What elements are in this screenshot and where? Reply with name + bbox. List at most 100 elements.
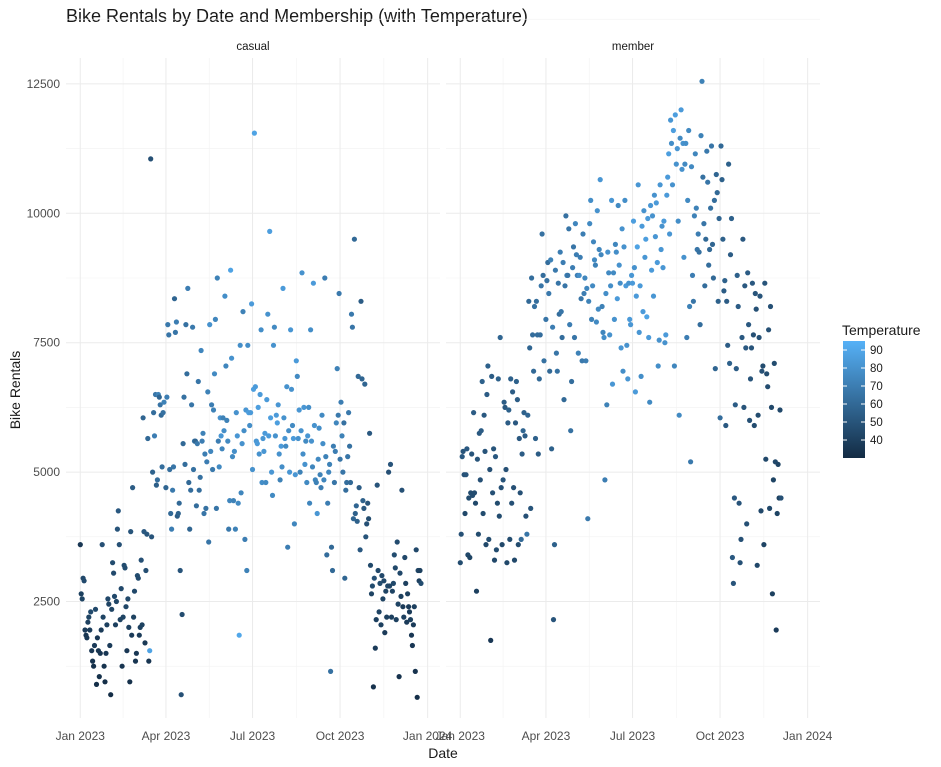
data-point-casual — [234, 433, 240, 439]
data-point-casual — [296, 407, 302, 413]
data-point-member — [767, 505, 773, 511]
data-point-casual — [229, 454, 236, 460]
data-point-casual — [353, 503, 359, 509]
data-point-casual — [129, 632, 135, 638]
data-point-casual — [146, 658, 152, 664]
data-point-casual — [278, 443, 284, 449]
data-point-casual — [314, 510, 320, 517]
data-point-casual — [201, 510, 207, 517]
data-point-casual — [309, 464, 316, 470]
data-point-casual — [288, 327, 294, 333]
data-point-member — [511, 557, 518, 563]
data-point-casual — [356, 485, 362, 491]
data-point-member — [660, 265, 666, 271]
data-point-casual — [114, 526, 120, 532]
data-point-casual — [283, 443, 289, 449]
data-point-member — [463, 472, 469, 478]
data-point-casual — [239, 441, 245, 447]
data-point-casual — [205, 389, 211, 395]
data-point-casual — [245, 342, 251, 348]
data-point-member — [749, 280, 756, 286]
data-point-casual — [361, 505, 367, 511]
data-point-casual — [375, 567, 381, 574]
data-point-casual — [105, 596, 111, 602]
data-point-casual — [140, 415, 146, 421]
data-point-casual — [260, 435, 266, 442]
data-point-member — [469, 451, 475, 457]
data-point-member — [520, 428, 526, 434]
data-point-casual — [220, 415, 226, 421]
data-point-casual — [124, 648, 130, 654]
data-point-casual — [227, 498, 233, 504]
data-point-casual — [261, 448, 267, 454]
data-point-casual — [336, 290, 342, 297]
data-point-casual — [200, 430, 206, 436]
x-tick-label: Oct 2023 — [696, 729, 745, 743]
data-point-casual — [388, 614, 395, 620]
data-point-member — [514, 397, 521, 403]
data-point-member — [577, 254, 583, 260]
data-point-casual — [362, 381, 368, 387]
data-point-member — [713, 171, 719, 178]
data-point-member — [462, 510, 468, 517]
data-point-casual — [341, 420, 347, 426]
data-point-member — [552, 267, 559, 273]
y-tick-label: 5000 — [33, 465, 60, 479]
data-point-casual — [399, 487, 405, 493]
data-point-casual — [347, 479, 354, 486]
data-point-member — [742, 283, 748, 289]
data-point-casual — [305, 433, 311, 439]
data-point-member — [538, 283, 544, 289]
data-point-casual — [92, 606, 99, 612]
data-point-casual — [214, 275, 220, 281]
data-point-member — [526, 298, 532, 304]
data-point-member — [507, 536, 513, 543]
data-point-casual — [203, 505, 209, 511]
data-point-member — [513, 378, 520, 385]
data-point-casual — [334, 366, 340, 372]
data-point-casual — [355, 373, 361, 379]
data-point-member — [728, 215, 735, 222]
legend-title: Temperature — [842, 322, 921, 338]
data-point-member — [622, 197, 628, 203]
data-point-casual — [218, 433, 224, 439]
data-point-member — [670, 127, 677, 134]
data-point-casual — [326, 469, 332, 475]
data-point-member — [503, 466, 509, 473]
y-tick-label: 12500 — [27, 77, 61, 91]
data-point-casual — [164, 394, 170, 400]
data-point-member — [638, 373, 644, 379]
data-point-member — [518, 536, 524, 543]
data-point-casual — [406, 604, 412, 610]
data-point-casual — [99, 542, 105, 548]
data-point-casual — [209, 402, 215, 408]
data-point-casual — [320, 441, 326, 447]
data-point-member — [704, 148, 710, 154]
data-point-member — [624, 342, 630, 348]
data-point-casual — [113, 598, 119, 605]
data-point-casual — [112, 622, 119, 628]
data-point-casual — [378, 622, 384, 628]
data-point-casual — [156, 394, 162, 400]
data-point-member — [594, 208, 600, 214]
data-point-member — [644, 314, 650, 320]
data-point-casual — [102, 679, 108, 685]
data-point-member — [553, 350, 560, 356]
data-point-member — [696, 249, 702, 255]
data-point-casual — [169, 526, 175, 532]
data-point-casual — [339, 433, 345, 439]
data-point-member — [753, 306, 759, 312]
data-point-casual — [185, 285, 191, 291]
data-point-member — [737, 560, 743, 566]
data-point-member — [711, 197, 718, 203]
data-point-casual — [204, 459, 210, 465]
data-point-casual — [79, 596, 85, 602]
data-point-casual — [374, 482, 380, 488]
data-point-casual — [133, 650, 139, 656]
data-point-casual — [401, 614, 407, 620]
legend-label: 40 — [870, 435, 883, 447]
data-point-member — [491, 446, 497, 452]
data-point-member — [655, 363, 661, 369]
data-point-member — [551, 542, 558, 548]
